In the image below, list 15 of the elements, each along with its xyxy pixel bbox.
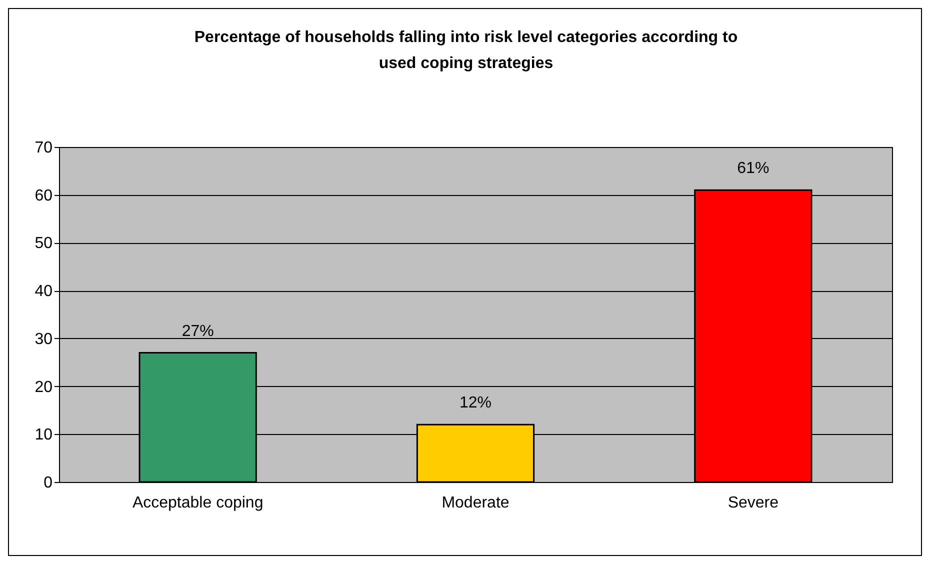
x-tick-label: Moderate — [442, 494, 510, 512]
y-tick-label: 60 — [34, 187, 53, 204]
y-tick-label: 40 — [34, 283, 53, 300]
y-tick-label: 70 — [34, 140, 53, 156]
x-tick-label: Acceptable coping — [132, 494, 264, 512]
x-tick-label: Severe — [728, 494, 779, 512]
y-tick-label: 0 — [44, 474, 53, 492]
data-label: 61% — [737, 160, 770, 178]
y-tick-label: 20 — [34, 378, 53, 396]
y-tick-label: 50 — [34, 235, 53, 252]
data-label: 12% — [459, 394, 492, 412]
chart-title: Percentage of households falling into risk level categories according to used coping strategies — [193, 28, 739, 74]
y-tick-label: 10 — [34, 426, 53, 444]
y-tick-label: 30 — [34, 330, 53, 348]
data-label: 27% — [182, 322, 214, 340]
